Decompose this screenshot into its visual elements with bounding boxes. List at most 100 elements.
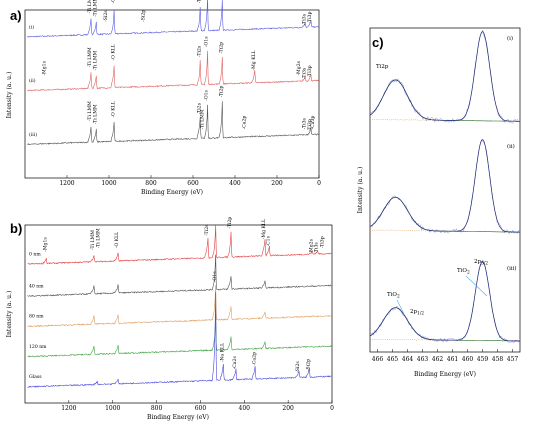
panel-a-peak-label: -Ti3s	[301, 118, 307, 130]
panel-c-x-tick-label: 466	[372, 356, 384, 363]
panel-a-peak-label: -Ca2p	[241, 116, 247, 130]
panel-b-x-tick-label: 200	[282, 405, 294, 412]
panel-b-series-line	[27, 225, 332, 265]
panel-a-peak-label: -O KLL	[110, 0, 116, 3]
panel-b-peak-label: -Ca2p	[251, 352, 257, 366]
panel-b-peak-label: -Ti3s	[314, 242, 320, 254]
panel-b-ylabel: Intensity (a. u.)	[6, 291, 13, 338]
panel-b-peak-label: -Ti2p	[227, 217, 233, 229]
panel-c-spectrum-label: (iii)	[507, 265, 517, 272]
panel-a-series-label: (i)	[29, 23, 34, 30]
panel-a-peak-label: -Mg1s	[41, 60, 47, 75]
panel-c-fit-envelope	[369, 31, 520, 122]
panel-b-series-label: 0 nm	[29, 251, 41, 257]
panel-c-x-tick-label: 463	[417, 356, 429, 363]
annotation-tio2-left: TiO2	[387, 292, 400, 300]
panel-b-peak-label: -Ti3p	[320, 236, 326, 248]
panel-c-data-trace	[370, 139, 521, 235]
panel-c-ylabel: Intensity (a. u.)	[357, 167, 364, 214]
panel-a-peak-label: -Ti3p	[307, 65, 313, 77]
panel-b-peak-label: -Si2s	[295, 361, 301, 373]
panel-a-series-label: (ii)	[29, 77, 36, 84]
panel-b-peak-label: -O1s	[212, 271, 218, 282]
panel-b-x-tick-label: 800	[151, 405, 163, 412]
panel-a-peak-label: -Ti3p	[307, 119, 313, 131]
panel-a-series-line	[27, 50, 319, 92]
panel-a-peak-label: -Si2s	[103, 10, 109, 22]
panel-a-series-line	[27, 101, 319, 146]
panel-a-peak-label: -Ti2p	[218, 86, 224, 98]
panel-b-series-label: 40 nm	[29, 283, 44, 289]
panel-b-peak-label: -Mg1s	[42, 237, 48, 252]
panel-b-series-line	[27, 284, 332, 328]
panel-a: a) Intensity (a. u.) Binding Energy (eV)…	[6, 0, 321, 196]
panel-b-series-label: Glass	[29, 374, 42, 380]
panel-a-ylabel: Intensity (a. u.)	[6, 72, 13, 119]
panel-b: b) Intensity (a. u.) Binding Energy (eV)…	[6, 217, 334, 421]
panel-b-x-tick-label: 600	[195, 405, 207, 412]
panel-b-x-tick-label: 400	[239, 405, 251, 412]
panel-b-series-label: 120 nm	[29, 344, 47, 350]
panel-a-x-ticks: 1200 1000 800 600 400 200 0	[59, 175, 321, 187]
panel-a-series: (i) (ii) (iii)	[27, 0, 319, 146]
panel-b-peak-label: -C1s	[265, 235, 271, 246]
panel-a-peak-label: -Ti LMM	[87, 0, 93, 13]
panel-b-label: b)	[10, 221, 22, 236]
panel-b-peak-label: -Ca2s	[232, 356, 238, 370]
panel-a-peak-label: -Ca3p	[310, 116, 316, 130]
panel-c-fit-component	[369, 79, 520, 122]
panel-a-x-tick-label: 800	[145, 180, 157, 187]
panel-a-peak-label: -O KLL	[110, 44, 116, 60]
panel-a-x-tick-label: 1200	[59, 180, 74, 187]
annotation-2p12: 2p1/2	[410, 309, 424, 317]
panel-a-series-label: (iii)	[29, 131, 37, 138]
panel-b-peak-label: -O KLL	[114, 232, 120, 248]
panel-b-frame	[24, 224, 333, 404]
panel-b-x-tick-label: 1000	[105, 405, 120, 412]
panel-b-peak-label: -Mg2s	[308, 238, 314, 253]
panel-a-peak-label: -Ti2p	[218, 42, 224, 54]
panel-a-peak-label: -Ti3s	[301, 13, 307, 25]
panel-b-series-line	[27, 254, 332, 298]
panel-c-x-tick-label: 462	[432, 356, 444, 363]
panel-c-title: Ti2p	[376, 64, 389, 70]
panel-c-data-trace	[369, 259, 521, 343]
panel-c-x-tick-label: 464	[402, 356, 414, 363]
panel-a-peak-label: -Ti LMM	[92, 0, 98, 17]
panel-b-peak-label: -Ti LMM	[96, 228, 102, 248]
panel-c-fit-envelope	[369, 139, 520, 233]
panel-b-peak-label: -Ti LMM	[90, 230, 96, 250]
panel-b-peak-label: -Si2p	[305, 359, 311, 371]
panel-b-series-line	[27, 314, 332, 358]
panel-a-x-tick-label: 400	[229, 180, 241, 187]
panel-c-x-tick-label: 460	[462, 356, 474, 363]
panel-a-x-tick-label: 0	[317, 180, 321, 187]
panel-c-label: c)	[372, 35, 384, 50]
panel-a-peak-label: -Mg2s	[296, 60, 302, 75]
panel-c-spectrum-label: (i)	[507, 35, 513, 42]
panel-a-peak-label: -Ti LMM	[92, 50, 98, 70]
panel-a-xlabel: Binding Energy (eV)	[141, 189, 203, 196]
panel-b-xlabel: Binding Energy (eV)	[147, 414, 209, 421]
panel-b-series: 0 nm 40 nm 80 nm 120 nm Glass	[27, 225, 332, 388]
panel-b-x-tick-label: 0	[330, 405, 334, 412]
panel-b-peak-labels: -Mg1s -Ti LMM -Ti LMM -O KLL -Ti2s -Ti2p -Mg K…	[42, 217, 325, 373]
panel-a-peak-label: -Ti LMM	[199, 109, 205, 129]
panel-a-frame	[24, 9, 320, 179]
panel-a-peak-label: -Ti3s	[301, 67, 307, 79]
panel-c: c) Ti2p Intensity (a. u.) Binding Energy…	[357, 27, 521, 378]
panel-c-frame	[369, 27, 521, 353]
annotation-2p32: 2p3/2	[474, 259, 488, 267]
panel-a-peak-label: -Mg KLL	[251, 50, 257, 70]
panel-c-fit-component	[369, 307, 521, 342]
panel-a-peak-label: -Ti LMM	[92, 104, 98, 124]
panel-c-fit-component	[369, 196, 520, 233]
panel-a-x-tick-label: 600	[187, 180, 199, 187]
annotation-tio2-right: TiO2	[457, 268, 470, 276]
panel-c-x-tick-label: 459	[477, 356, 489, 363]
panel-b-peak-label: -Mg KLL	[261, 219, 267, 239]
panel-c-x-tick-label: 465	[387, 356, 399, 363]
panel-a-peak-label: -Si2p	[141, 10, 147, 22]
panel-a-peak-label: -O KLL	[110, 101, 116, 117]
